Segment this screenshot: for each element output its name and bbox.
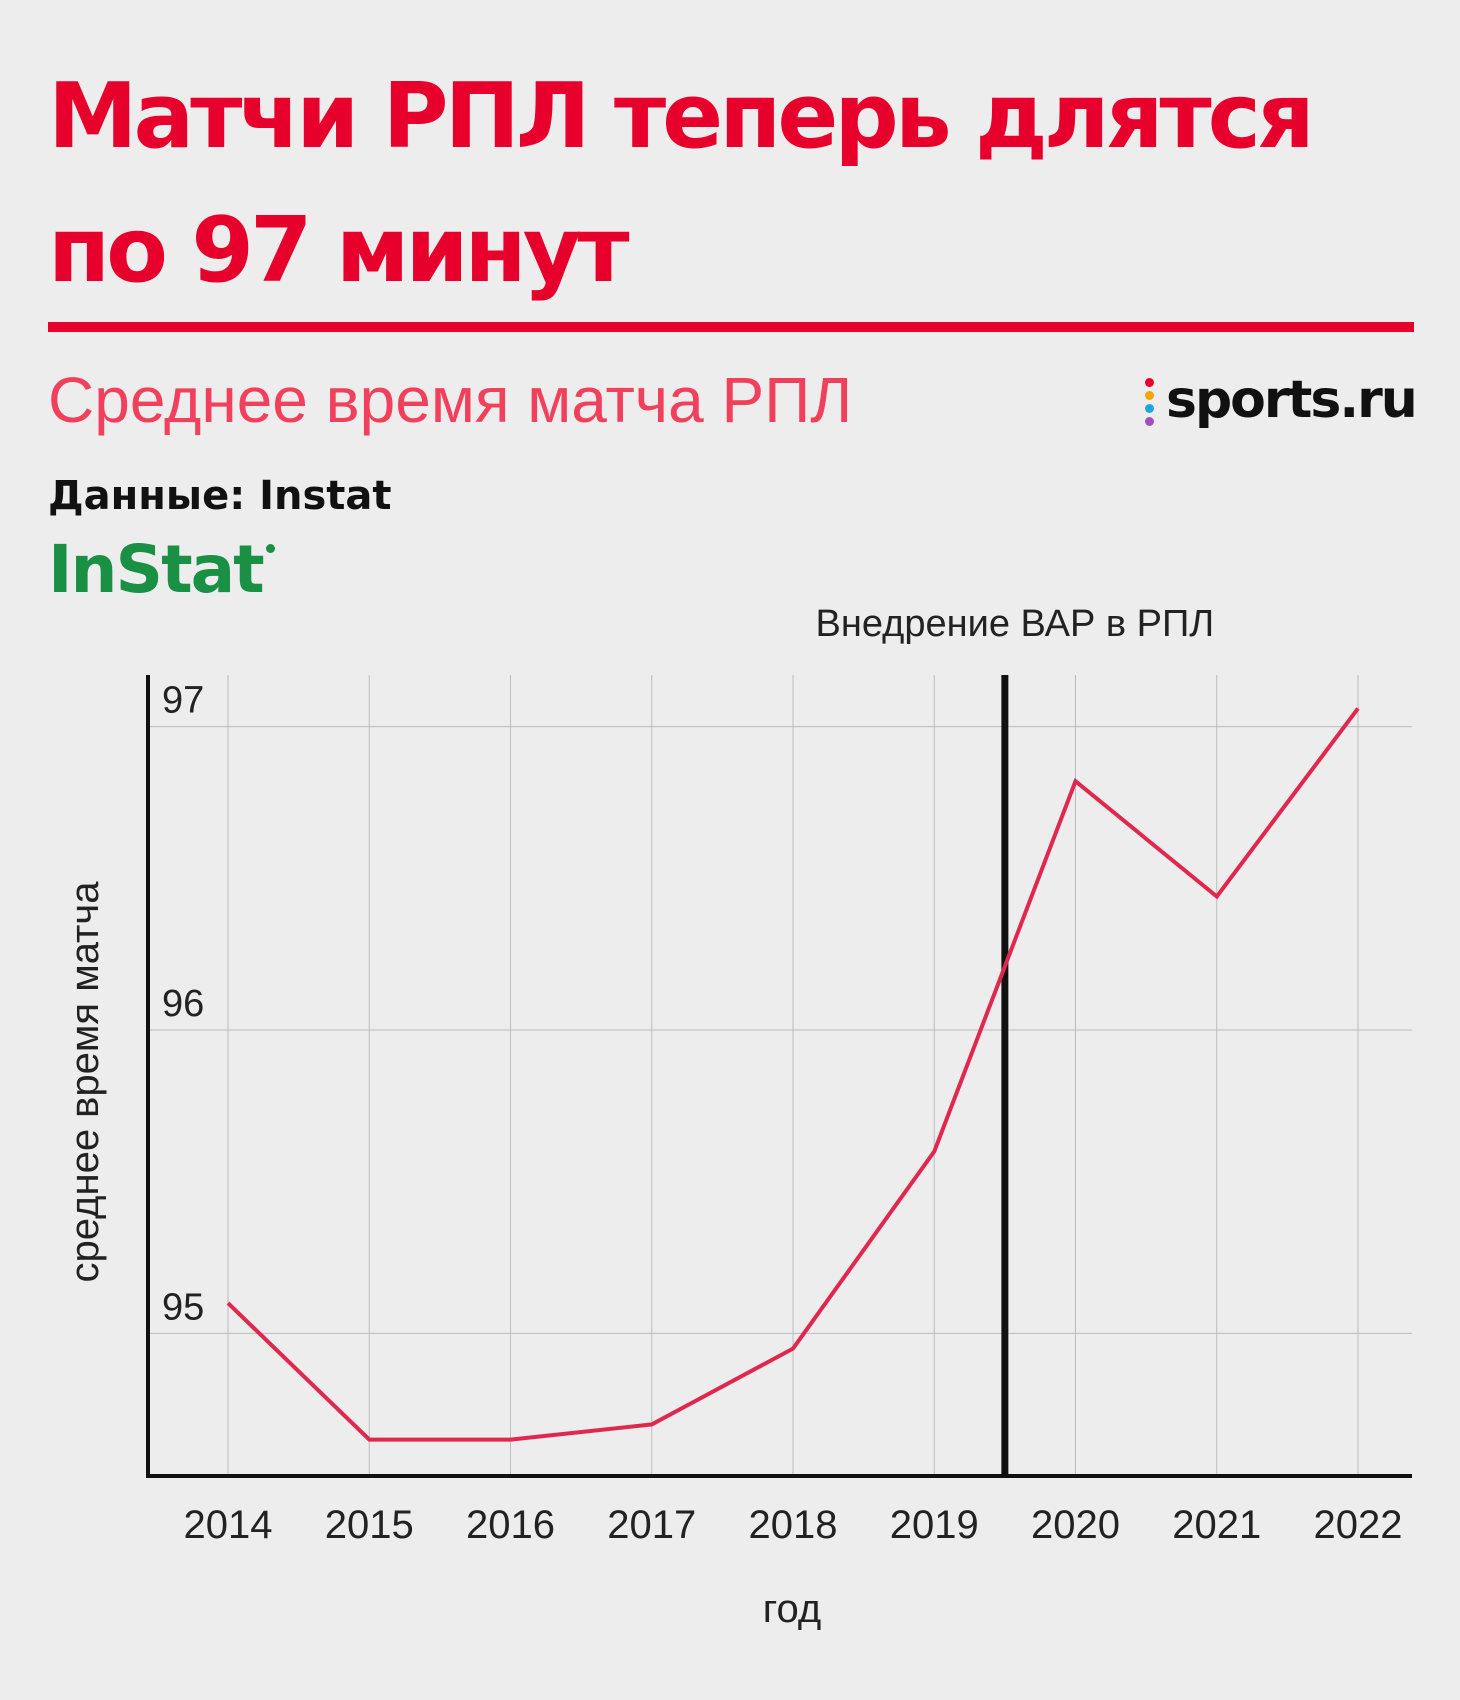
- brand-dot: [1145, 391, 1154, 400]
- brand-dot: [1145, 378, 1154, 387]
- x-tick-label: 2018: [749, 1503, 838, 1547]
- var-annotation-label: Внедрение ВАР в РПЛ: [816, 603, 1215, 645]
- instat-logo-dot-icon: [265, 544, 275, 553]
- y-tick-label: 96: [162, 983, 204, 1025]
- x-tick-label: 2021: [1172, 1503, 1261, 1547]
- y-axis-title: среднее время матча: [63, 881, 107, 1283]
- brand-dot: [1145, 404, 1154, 413]
- x-tick-label: 2015: [325, 1503, 414, 1547]
- x-tick-label: 2019: [890, 1503, 979, 1547]
- x-tick-label: 2020: [1031, 1503, 1120, 1547]
- brand-name: sports.ru: [1166, 370, 1418, 430]
- y-tick-label: 97: [162, 680, 204, 722]
- x-axis-title: год: [763, 1587, 821, 1631]
- data-source: Данные: Instat: [48, 473, 392, 519]
- series-line: [226, 707, 1360, 1442]
- title-divider: [48, 322, 1414, 332]
- chart-subtitle: Среднее время матча РПЛ: [48, 364, 853, 436]
- page-title: Матчи РПЛ теперь длятся по 97 минут: [48, 50, 1408, 318]
- y-tick-label: 95: [162, 1286, 204, 1328]
- axis-layer: [146, 675, 1412, 1478]
- label-layer: 95 96 97 Внедрение ВАР в РПЛ 2014 2015 2016 201…: [63, 603, 1402, 1631]
- x-tick-label: 2014: [184, 1503, 273, 1547]
- title-line-1: Матчи РПЛ теперь длятся: [48, 64, 1315, 169]
- x-tick-label: 2022: [1314, 1503, 1403, 1547]
- sports-ru-logo: sports.ru: [1145, 362, 1418, 438]
- brand-dot: [1145, 417, 1154, 426]
- instat-logo: InStat: [48, 534, 275, 606]
- grid-layer: [148, 675, 1412, 1476]
- x-tick-label: 2017: [607, 1503, 696, 1547]
- series-layer: [226, 707, 1360, 1442]
- x-tick-label: 2016: [466, 1503, 555, 1547]
- instat-logo-text: InStat: [48, 531, 265, 608]
- title-line-2: по 97 минут: [48, 198, 630, 303]
- brand-dots-icon: [1145, 378, 1154, 426]
